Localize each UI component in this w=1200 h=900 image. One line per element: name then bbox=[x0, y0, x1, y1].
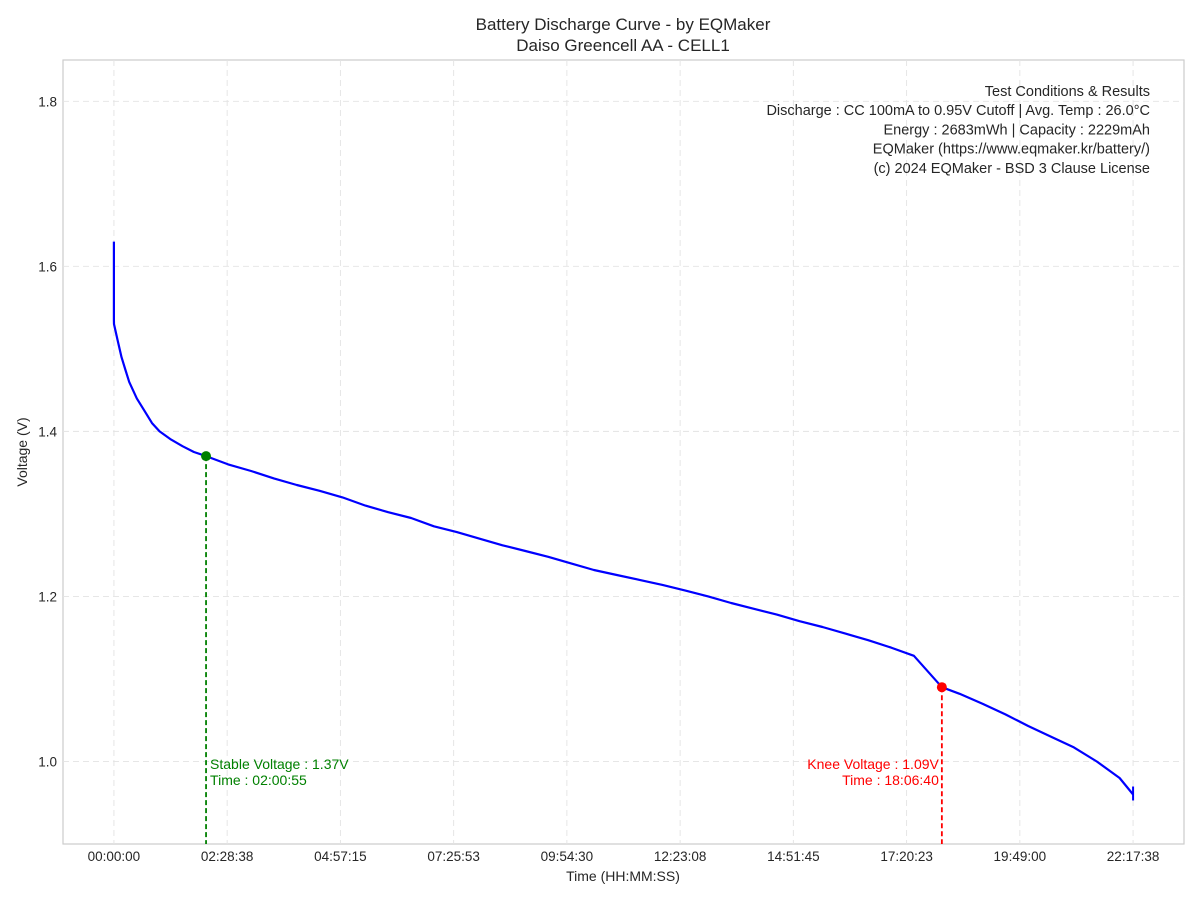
info-box-line: Test Conditions & Results bbox=[985, 84, 1150, 100]
y-tick-label: 1.4 bbox=[38, 424, 57, 439]
y-tick-label: 1.8 bbox=[38, 94, 57, 109]
info-box-line: (c) 2024 EQMaker - BSD 3 Clause License bbox=[874, 161, 1150, 177]
knee-time-label: Time : 18:06:40 bbox=[842, 772, 939, 788]
y-tick-label: 1.2 bbox=[38, 589, 57, 604]
x-tick-label: 14:51:45 bbox=[767, 849, 820, 864]
chart-subtitle: Daiso Greencell AA - CELL1 bbox=[516, 36, 730, 55]
discharge-line bbox=[112, 241, 1134, 796]
x-tick-label: 02:28:38 bbox=[201, 849, 254, 864]
x-tick-label: 12:23:08 bbox=[654, 849, 707, 864]
stable-time-label: Time : 02:00:55 bbox=[210, 772, 307, 788]
knee-voltage-point bbox=[936, 682, 947, 693]
x-tick-label: 19:49:00 bbox=[994, 849, 1047, 864]
info-box-line: Energy : 2683mWh | Capacity : 2229mAh bbox=[883, 122, 1150, 138]
y-tick-label: 1.0 bbox=[38, 754, 57, 769]
x-tick-label: 22:17:38 bbox=[1107, 849, 1160, 864]
stable-voltage-label: Stable Voltage : 1.37V bbox=[210, 756, 349, 772]
x-tick-label: 07:25:53 bbox=[427, 849, 480, 864]
x-tick-label: 09:54:30 bbox=[541, 849, 594, 864]
info-box-line: EQMaker (https://www.eqmaker.kr/battery/… bbox=[873, 142, 1150, 158]
chart-title: Battery Discharge Curve - by EQMaker bbox=[476, 15, 771, 34]
stable-voltage-point bbox=[201, 451, 212, 462]
y-tick-label: 1.6 bbox=[38, 259, 57, 274]
x-tick-label: 17:20:23 bbox=[880, 849, 933, 864]
x-tick-label: 04:57:15 bbox=[314, 849, 367, 864]
x-axis-label: Time (HH:MM:SS) bbox=[566, 868, 680, 884]
info-box-line: Discharge : CC 100mA to 0.95V Cutoff | A… bbox=[766, 103, 1150, 119]
y-axis-label: Voltage (V) bbox=[14, 417, 30, 486]
knee-voltage-label: Knee Voltage : 1.09V bbox=[807, 756, 939, 772]
x-tick-label: 00:00:00 bbox=[88, 849, 141, 864]
plot-frame bbox=[62, 59, 1185, 845]
